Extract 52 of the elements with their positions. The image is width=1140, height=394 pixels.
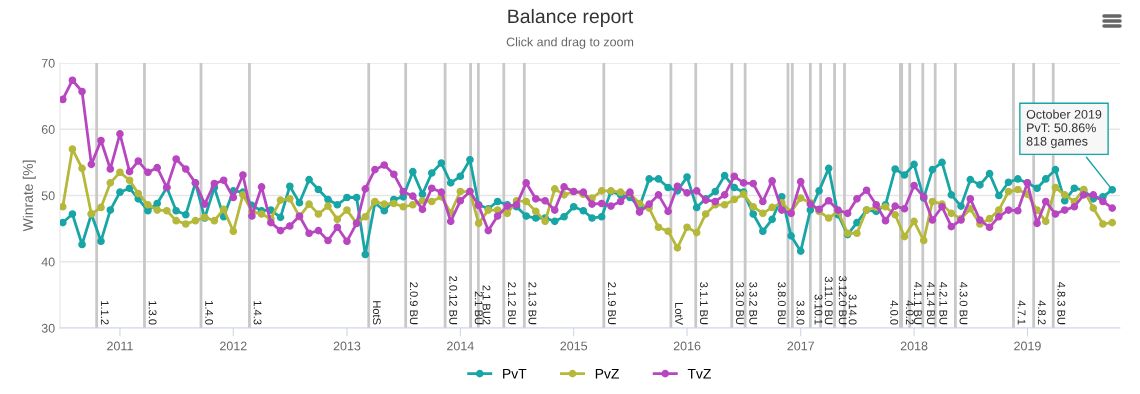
y-tick-label: 70 [41,58,55,68]
ref-line-label: LotV [675,303,683,325]
annotation: October 2019 PvT: 50.86% 818 games [1026,109,1102,149]
ref-line-label: 4.1.4 BU [926,282,935,325]
x-tick-label: 2011 [107,341,133,351]
ref-line-label: 4.3.0 BU [959,282,968,325]
ref-line-label: 1.1.2 [100,301,109,325]
ref-line-label: 4.2.1 BU [939,282,948,325]
x-tick-label: 2012 [220,341,247,351]
ref-line-label: 2.1.3 BU [528,282,537,325]
ref-line-label: 2.1.2 BU [508,282,516,325]
ref-line-label: 1.3.0 [148,301,157,325]
ref-line-label: 3.1.1 BU [699,282,708,325]
y-tick-label: 60 [41,125,55,134]
ref-line-label: 4.7.1 [1017,300,1026,325]
ref-line-label: 3.3.2 BU [749,282,758,325]
ref-line-label: 4.8.2 [1037,300,1046,325]
ref-line-label: 4.0.2 [905,300,914,325]
chart-subtitle: Click and drag to zoom [506,37,634,49]
ref-line-label: HotS [372,301,381,325]
legend-label: PvT [503,368,527,379]
ref-line-label: 4.1.1 BU [913,282,922,325]
ref-line-label: 2.1 BU [474,291,483,325]
ref-line-label: 3.10.1 [814,294,823,325]
x-tick-label: 2019 [1014,341,1041,351]
ref-line-label: 1.4.0 [205,301,214,325]
ref-line-label: 3.3.0 BU [735,282,744,325]
y-tick-label: 40 [41,257,55,267]
chart-title: Balance report [508,8,634,28]
ref-line-label: 3.11.0 BU [824,276,833,325]
ref-line-label: 3.12.0 BU [838,276,847,325]
y-axis-title: Winrate [%] [22,160,36,232]
ref-line-label: 4.8.3 BU [1057,282,1066,325]
ref-line-label: 3.8.0 [796,300,805,325]
ref-line-label: 2.1 BU2 [482,285,491,325]
legend-label: TvZ [687,368,711,379]
x-tick-label: 2016 [673,341,701,351]
y-tick-label: 30 [41,323,55,333]
x-tick-label: 2014 [447,341,474,351]
ref-line-label: 4.0.0 [890,300,899,325]
x-tick-label: 2017 [787,341,814,351]
ref-line-label: 3.14.0 [848,294,857,325]
ref-line-label: 3.8.0 BU [777,282,786,325]
ref-line-label: 2.1.9 BU [608,282,616,325]
legend-label: PvZ [595,368,619,379]
y-tick-label: 50 [41,191,55,201]
x-tick-label: 2018 [900,341,928,351]
ref-line-label: 2.0.9 BU [409,282,418,325]
x-tick-label: 2015 [560,341,588,351]
ref-line-label: 2.0.12 BU [449,276,458,325]
ref-line-label: 1.4.3 [253,301,262,325]
x-tick-label: 2013 [333,341,361,351]
